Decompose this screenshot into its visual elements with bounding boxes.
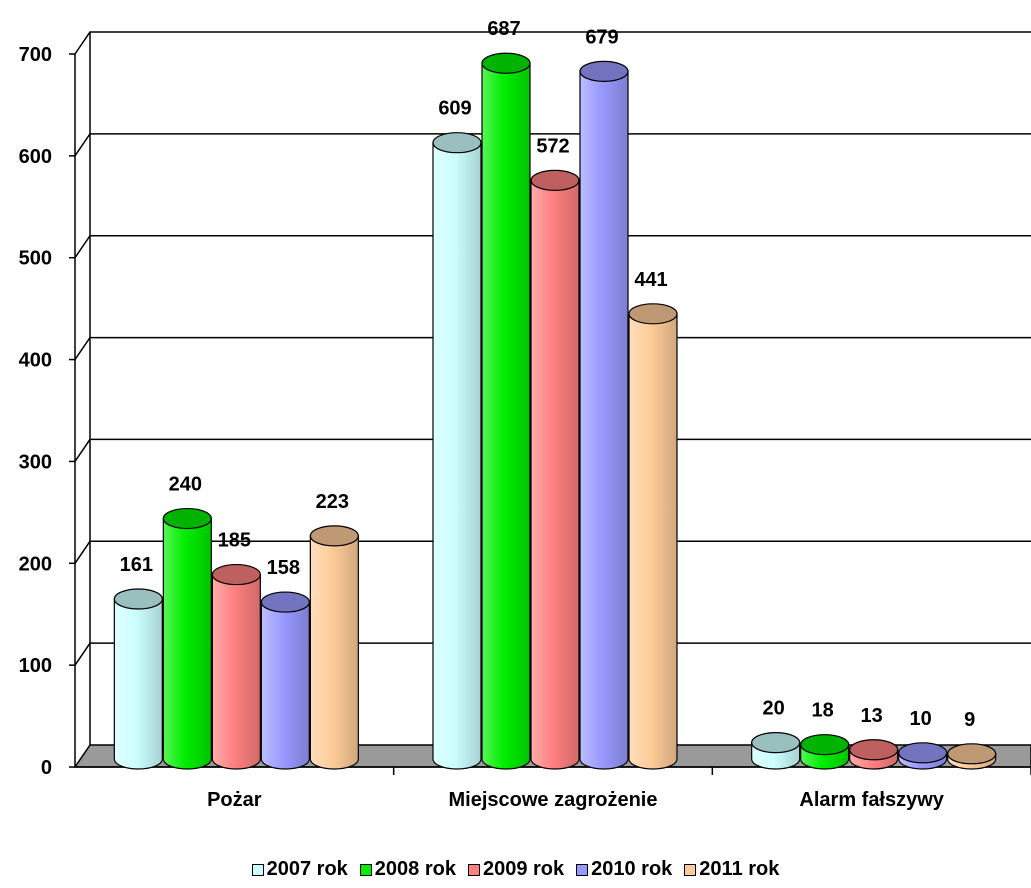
- legend-swatch: [251, 863, 264, 876]
- bar: [530, 169, 580, 770]
- legend-swatch: [684, 863, 697, 876]
- bar-body: [162, 517, 212, 770]
- gridline: [74, 31, 1031, 55]
- legend-label: 2007 rok: [266, 858, 348, 880]
- bar: [432, 132, 482, 770]
- legend-item: 2008 rok: [359, 858, 456, 881]
- legend-label: 2008 rok: [374, 858, 456, 880]
- bar-body: [628, 313, 678, 770]
- bar-body: [579, 70, 629, 770]
- legend-label: 2011 rok: [699, 858, 780, 880]
- x-tick-label: Miejscowe zagrożenie: [449, 789, 658, 811]
- bar: [751, 732, 801, 770]
- data-label: 223: [316, 491, 349, 513]
- bar: [113, 588, 163, 770]
- bars: [113, 52, 997, 770]
- bar-top: [579, 60, 629, 82]
- bar: [260, 591, 310, 770]
- legend-swatch: [467, 863, 480, 876]
- axes: 0 100 200 300 400 500 600 700 Pożar Miejscowe zag…: [19, 32, 1031, 811]
- data-label: 240: [169, 474, 202, 496]
- bar-top: [530, 169, 580, 191]
- x-tick-label: Alarm fałszywy: [799, 789, 944, 811]
- bar: [628, 303, 678, 770]
- data-label: 13: [861, 705, 883, 727]
- data-labels: 161 240 185 158 223 609 687 572 679 441 20 18 13 10 9: [120, 18, 976, 731]
- bar: [947, 743, 997, 770]
- legend-item: 2009 rok: [467, 858, 565, 881]
- bar-body: [309, 535, 359, 770]
- bar-body: [530, 179, 580, 770]
- bar: [898, 742, 948, 770]
- bar-body: [211, 573, 261, 770]
- legend-swatch: [576, 863, 589, 876]
- bar: [309, 525, 359, 770]
- bar: [211, 563, 261, 770]
- bar: [800, 734, 850, 770]
- legend-item: 2010 rok: [576, 858, 672, 881]
- legend-label: 2009 rok: [482, 858, 565, 880]
- data-label: 161: [120, 554, 153, 576]
- y-tick-label: 300: [19, 451, 52, 473]
- y-tick-label: 400: [19, 350, 52, 372]
- bar-top: [211, 563, 261, 586]
- bar-body: [113, 598, 163, 770]
- bar-body: [481, 62, 531, 770]
- bar-top: [309, 525, 359, 547]
- bar-top: [628, 303, 678, 325]
- data-label: 679: [585, 26, 618, 48]
- bar: [849, 739, 899, 770]
- legend-item: 2011 rok: [684, 858, 779, 881]
- bar-body: [260, 601, 310, 770]
- data-label: 18: [812, 700, 834, 722]
- bar-top: [113, 588, 163, 610]
- bar-top: [162, 507, 212, 530]
- data-label: 572: [536, 135, 569, 157]
- y-tick-label: 0: [41, 757, 52, 779]
- bar-top: [751, 732, 801, 754]
- y-tick-label: 700: [19, 44, 52, 66]
- bar: [579, 60, 629, 770]
- bar-top: [432, 132, 482, 154]
- y-tick-label: 500: [19, 248, 52, 270]
- legend-swatch: [359, 863, 372, 876]
- legend: 2007 rok 2008 rok 2009 rok 2010 rok 2011 rok: [0, 858, 1031, 881]
- bar-top: [481, 52, 531, 74]
- bar: [162, 507, 212, 770]
- bar-top: [260, 591, 310, 613]
- data-label: 609: [438, 98, 471, 120]
- bar: [481, 52, 531, 770]
- data-label: 441: [634, 269, 667, 291]
- bar-top: [898, 742, 948, 764]
- y-tick-label: 600: [19, 146, 52, 168]
- data-label: 10: [910, 708, 932, 730]
- data-label: 185: [218, 530, 251, 552]
- data-label: 9: [964, 709, 975, 731]
- bar-top: [800, 734, 850, 756]
- data-label: 158: [267, 557, 300, 579]
- y-tick-label: 200: [19, 553, 52, 575]
- x-tick-label: Pożar: [207, 789, 262, 811]
- y-tick-label: 100: [19, 655, 52, 677]
- bar-top: [947, 743, 997, 765]
- data-label: 687: [487, 18, 520, 40]
- legend-label: 2010 rok: [591, 858, 673, 880]
- bar-top: [849, 739, 899, 761]
- bar-body: [432, 142, 482, 770]
- data-label: 20: [763, 698, 785, 720]
- legend-item: 2007 rok: [251, 858, 348, 881]
